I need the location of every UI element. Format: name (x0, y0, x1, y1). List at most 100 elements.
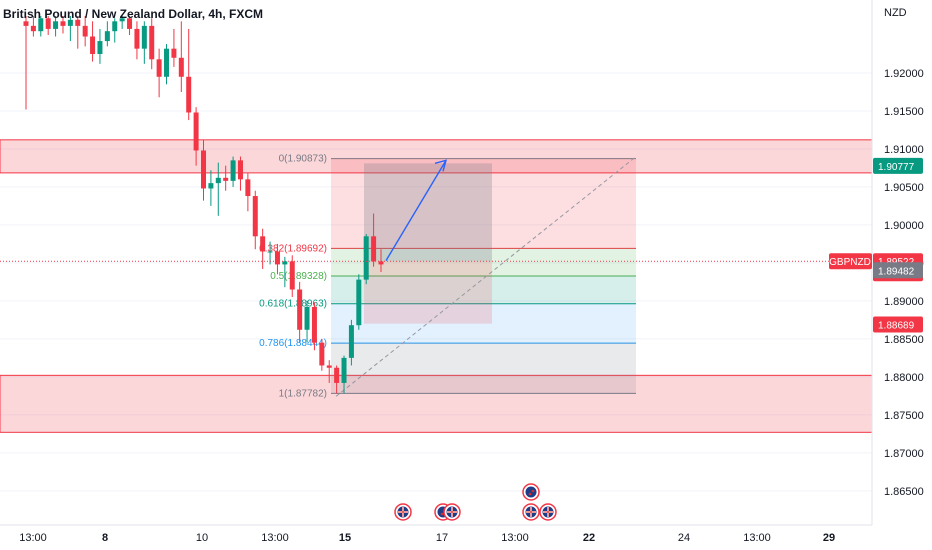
candle-body (193, 112, 199, 151)
candle-body (297, 289, 303, 330)
candle (45, 16, 51, 35)
symbol-tag (829, 253, 872, 270)
y-tick-label: 1.90000 (884, 220, 924, 232)
candle (348, 319, 354, 366)
candle (319, 338, 325, 371)
candle (297, 281, 303, 343)
y-tick-label: 1.91000 (884, 144, 924, 156)
y-tick-label: 1.88500 (884, 334, 924, 346)
y-tick-label: 1.91500 (884, 106, 924, 118)
candle-body (186, 76, 192, 113)
candle-body (356, 279, 362, 326)
candle-body (326, 365, 332, 368)
candle-body (67, 19, 73, 26)
gb-flag-icon[interactable] (539, 503, 557, 521)
candle-body (348, 325, 354, 358)
candle (267, 241, 273, 265)
gb-flag-icon[interactable] (522, 503, 540, 521)
y-tick-label: 1.86500 (884, 486, 924, 498)
candle-body (149, 25, 155, 60)
candle-body (30, 25, 36, 32)
candle-body (223, 177, 229, 181)
candle-body (45, 18, 51, 29)
candle-body (156, 59, 162, 77)
candle-body (371, 236, 377, 262)
candle (260, 228, 266, 269)
target-box (364, 163, 492, 262)
price-tag: 1.89482 (873, 262, 923, 279)
candle (356, 274, 362, 330)
candle-body (274, 251, 280, 265)
projection-arrow[interactable] (385, 159, 447, 261)
candle (127, 16, 133, 35)
fibonacci-retracement[interactable]: 0(1.90873) 0.382(1.89692) 0.5(1.89328) 0.61… (259, 154, 636, 400)
price-tag-box (873, 262, 923, 279)
nz-flag-icon[interactable] (522, 483, 540, 501)
arrow-shaft (385, 159, 447, 261)
fib-level-label: 0.786(1.88444) (259, 338, 327, 349)
candle-body (252, 196, 258, 237)
fib-band-618-786 (331, 303, 636, 344)
candle (223, 165, 229, 191)
candle-body (60, 21, 66, 26)
long-position-tool[interactable] (331, 156, 637, 397)
candle (60, 16, 66, 34)
candle (53, 16, 59, 37)
candle-body (97, 41, 103, 54)
x-tick-label: 13:00 (501, 532, 529, 544)
candle-body (75, 19, 81, 26)
candle (208, 170, 214, 206)
x-tick-label: 13:00 (743, 532, 771, 544)
candle (378, 249, 384, 273)
candle-body (201, 150, 206, 189)
candle (289, 255, 295, 298)
time-axis[interactable]: 13:00 8 10 13:00 15 17 13:00 22 24 13:00 29 (0, 524, 872, 544)
gb-flag-icon[interactable] (443, 503, 461, 521)
candle-body (282, 261, 288, 265)
price-tag-label: 1.88689 (878, 321, 915, 332)
candle (75, 16, 81, 49)
candle-body (208, 183, 214, 189)
x-tick-label: 10 (196, 532, 208, 544)
grid (0, 72, 872, 492)
candle-body (112, 21, 118, 32)
economic-events[interactable] (394, 483, 557, 521)
gb-flag-icon[interactable] (394, 503, 412, 521)
candle (230, 156, 236, 187)
candle-body (38, 18, 44, 32)
candle-body (311, 306, 317, 343)
candle (23, 16, 29, 110)
price-tag-label: 1.90777 (878, 162, 915, 173)
candle (252, 190, 258, 250)
candle-body (53, 21, 59, 29)
candle (164, 44, 170, 85)
candle (186, 28, 192, 121)
candle-body (289, 261, 295, 290)
y-tick-label: 1.89000 (884, 296, 924, 308)
candle (201, 139, 206, 201)
candle (334, 365, 340, 394)
fib-level-label: 0.382(1.89692) (259, 243, 327, 254)
candle (90, 21, 96, 62)
price-tag: 1.90777 (873, 157, 923, 174)
candle-body (134, 28, 140, 49)
flag-star (531, 489, 535, 493)
stop-box (364, 261, 492, 324)
candle (171, 28, 177, 67)
candle-body (267, 251, 273, 253)
candle-body (304, 306, 310, 330)
candle-body (119, 18, 125, 22)
candle-body (215, 177, 221, 184)
candle-body (245, 179, 251, 197)
fib-level-label: 0(1.90873) (279, 154, 327, 165)
x-tick-label: 13:00 (19, 532, 47, 544)
flag-fill (525, 486, 537, 498)
candle (119, 16, 125, 29)
x-tick-label: 8 (102, 532, 108, 544)
zone-rect (0, 374, 873, 433)
candle (82, 16, 88, 47)
candle-body (164, 48, 170, 77)
price-tags: 1.90777GBPNZD1.8952203:56:221.894821.886… (829, 157, 923, 333)
